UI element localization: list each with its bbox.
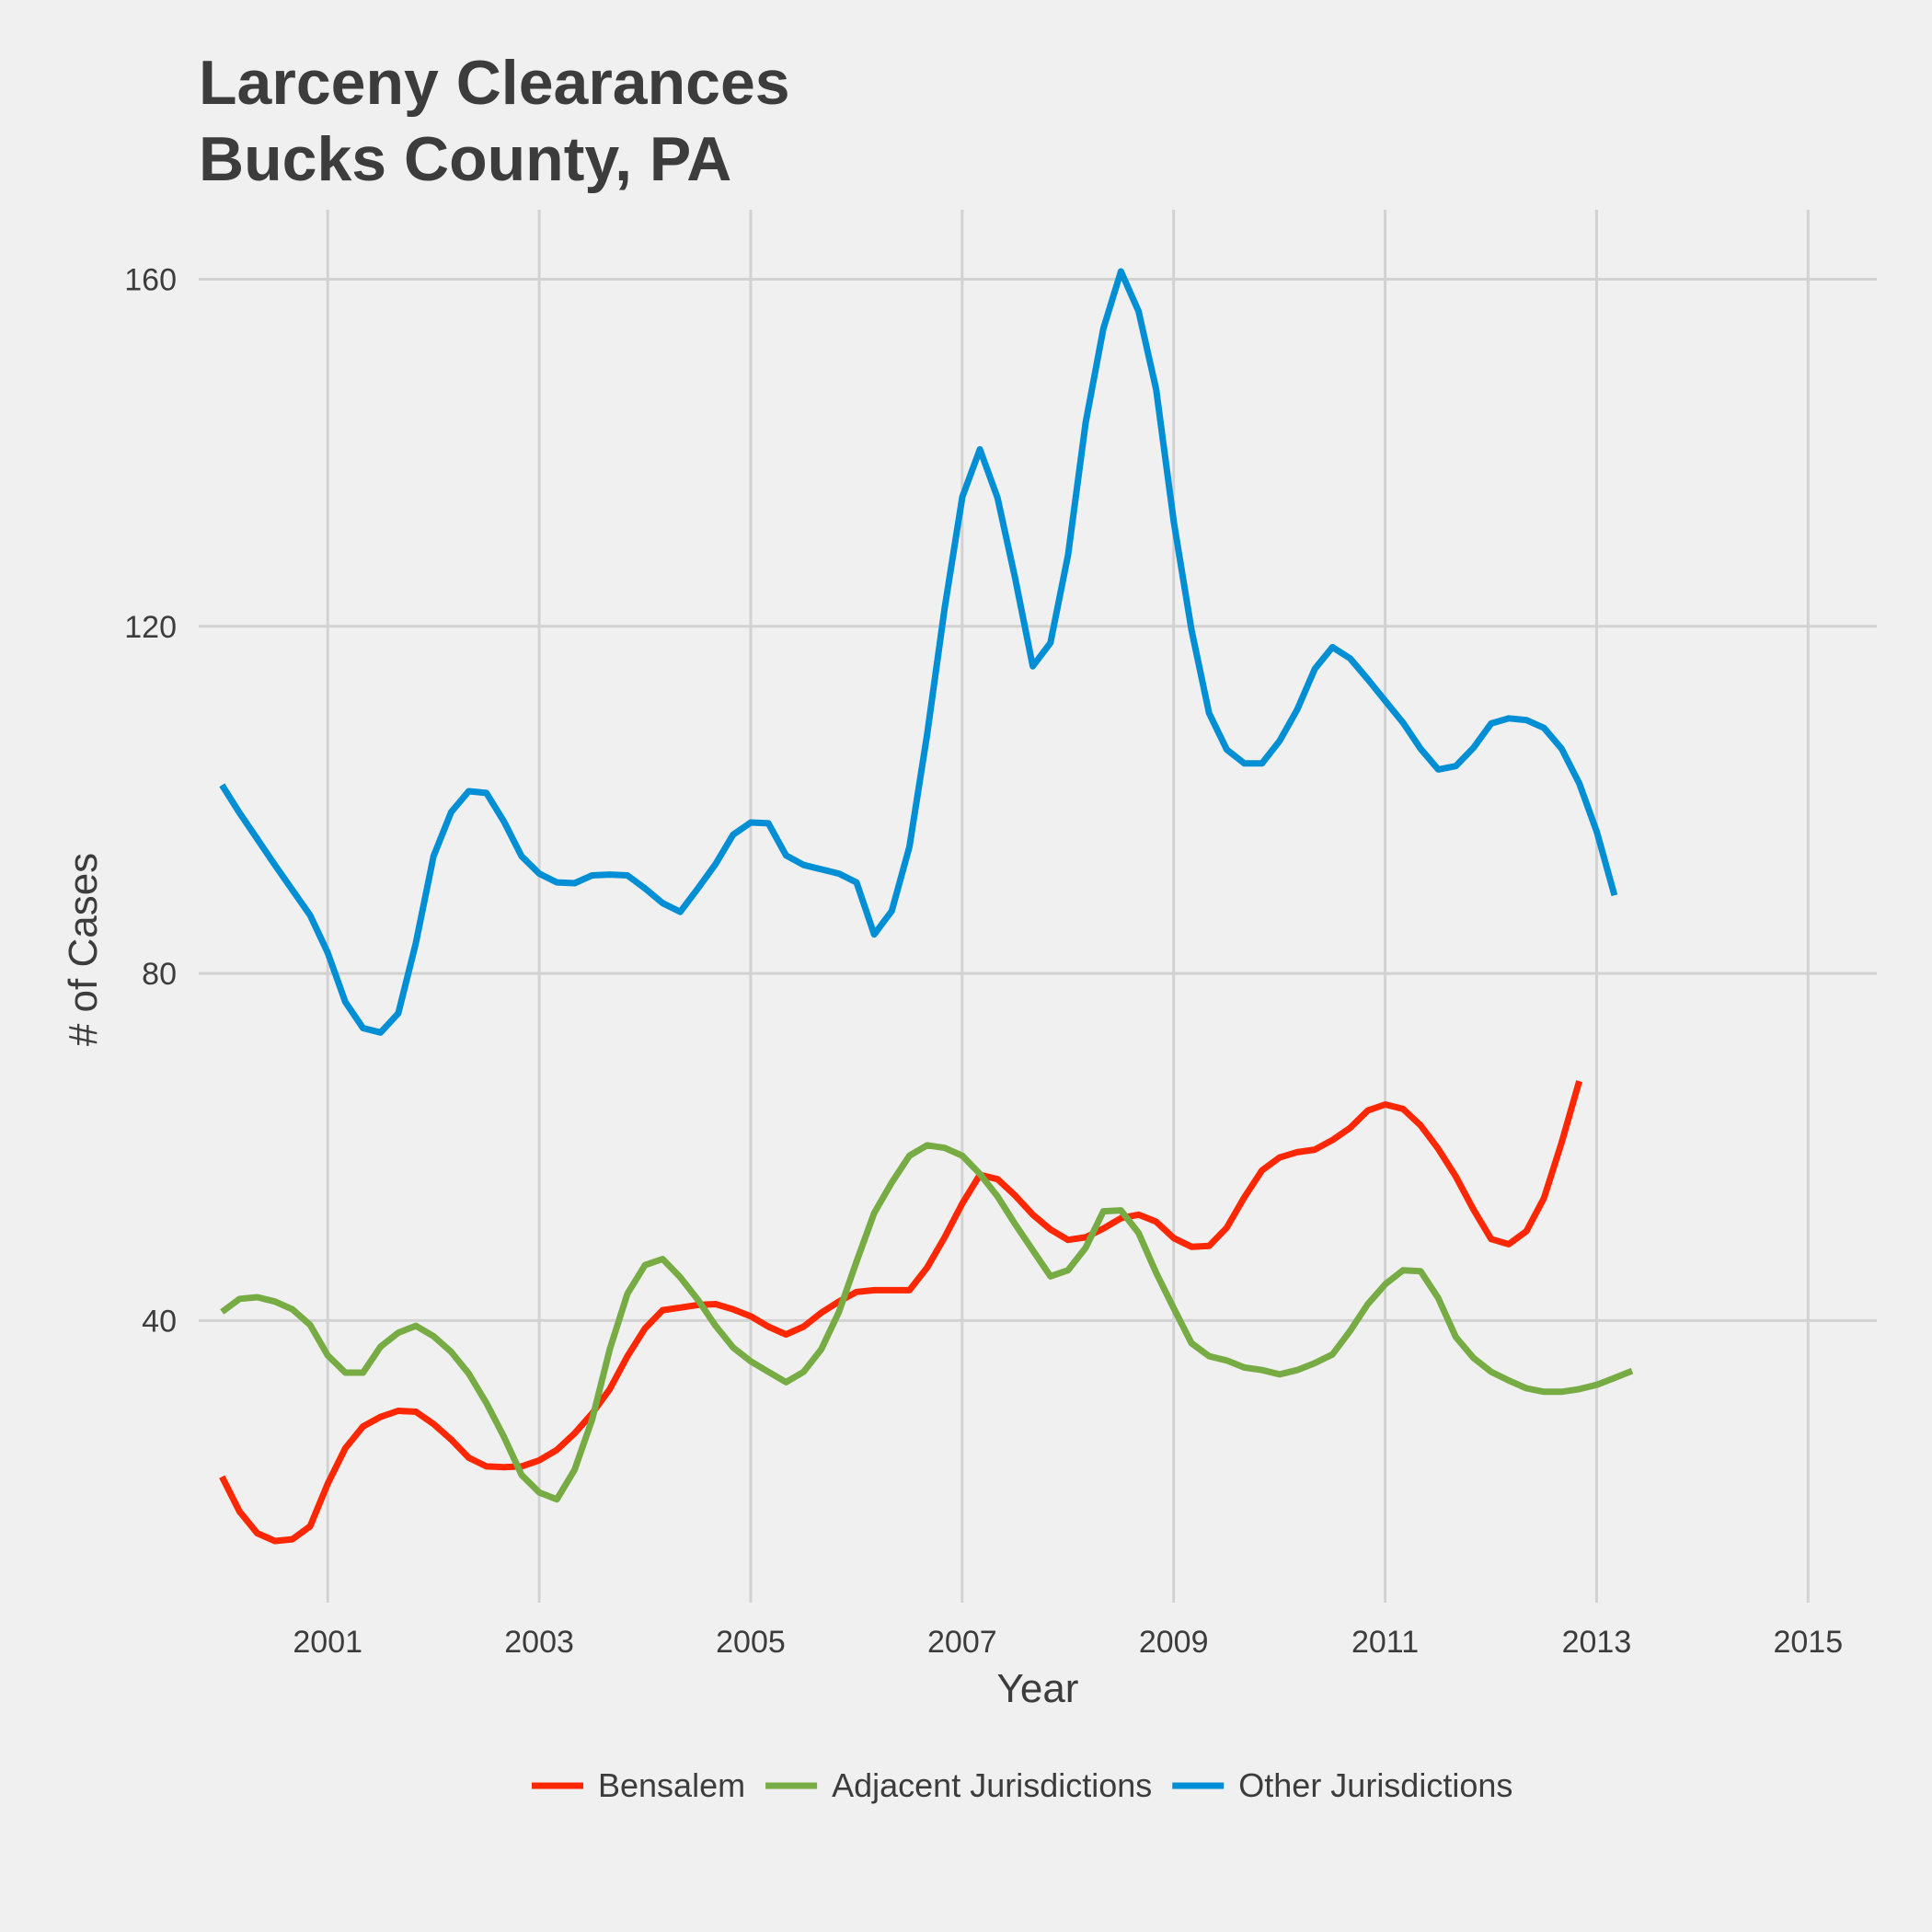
x-tick-label: 2007 [927, 1625, 997, 1660]
legend: Bensalem Adjacent Jurisdictions Other Juri… [532, 1766, 1512, 1804]
series-line-bensalem [219, 1080, 1582, 1545]
chart-title: Larceny Clearances Bucks County, PA [199, 48, 790, 194]
legend-label: Adjacent Jurisdictions [832, 1766, 1152, 1804]
series-line-adjacent-jurisdictions [220, 1142, 1634, 1503]
x-axis-title: Year [997, 1666, 1079, 1711]
chart-title-line-2: Bucks County, PA [199, 124, 731, 194]
gridlines [199, 210, 1877, 1603]
x-tick-label: 2013 [1562, 1625, 1632, 1660]
x-tick-labels: 2001 2003 2005 2007 2009 2011 2013 2015 [293, 1625, 1843, 1660]
y-tick-label: 80 [142, 957, 177, 992]
series-line-other-jurisdictions [219, 268, 1618, 1036]
x-tick-label: 2005 [716, 1625, 786, 1660]
legend-label: Other Jurisdictions [1238, 1766, 1512, 1804]
y-tick-label: 160 [124, 262, 177, 297]
series-lines [219, 268, 1634, 1545]
x-tick-label: 2009 [1139, 1625, 1209, 1660]
x-tick-label: 2011 [1351, 1625, 1419, 1660]
x-tick-label: 2003 [504, 1625, 574, 1660]
chart-title-line-1: Larceny Clearances [199, 48, 790, 118]
legend-label: Bensalem [598, 1766, 745, 1804]
y-axis-title: # of Cases [61, 853, 106, 1046]
y-tick-labels: 40 80 120 160 [124, 262, 177, 1339]
y-tick-label: 40 [142, 1304, 177, 1339]
x-tick-label: 2001 [293, 1625, 362, 1660]
x-tick-label: 2015 [1773, 1625, 1843, 1660]
y-tick-label: 120 [124, 610, 177, 645]
